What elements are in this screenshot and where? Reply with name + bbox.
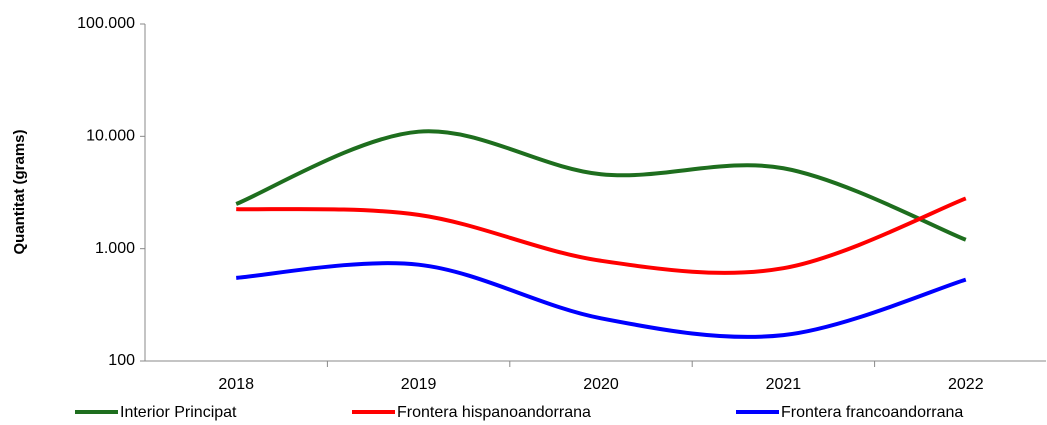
- series-line: [235, 129, 967, 242]
- y-tick-label: 100.000: [77, 15, 135, 32]
- legend-label: Frontera hispanoandorrana: [397, 404, 591, 421]
- legend-label: Interior Principat: [120, 404, 237, 421]
- x-tick-label: 2020: [583, 376, 619, 393]
- x-tick-label: 2021: [766, 376, 802, 393]
- y-tick-label: 100: [108, 352, 135, 369]
- x-tick-label: 2018: [218, 376, 254, 393]
- y-tick-label: 1.000: [95, 240, 135, 257]
- x-tick-label: 2022: [948, 376, 984, 393]
- x-tick-label: 2019: [401, 376, 437, 393]
- y-tick-label: 10.000: [86, 128, 135, 145]
- series-line: [236, 196, 967, 275]
- legend-label: Frontera francoandorrana: [781, 404, 963, 421]
- series-line: [236, 261, 967, 339]
- y-axis-label: Quantitat (grams): [11, 129, 28, 254]
